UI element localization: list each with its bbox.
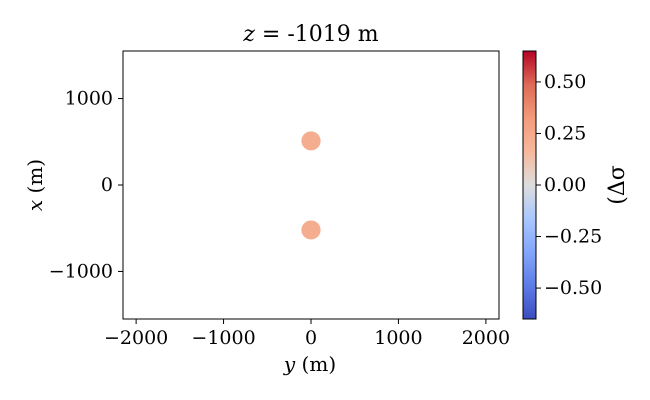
anomaly-blob-1 <box>301 131 321 151</box>
colorbar-tick-label: −0.50 <box>544 277 602 299</box>
chart-title-italic: z <box>242 22 255 47</box>
colorbar-tick-label: −0.25 <box>544 226 602 248</box>
anomaly-blob-2 <box>301 220 321 240</box>
blob-layer <box>301 131 321 240</box>
y-tick-label: 1000 <box>65 88 113 110</box>
x-axis-label-rest: (m) <box>295 352 336 376</box>
chart-title: z = -1019 m <box>242 22 378 47</box>
y-axis-label-italic: x <box>23 200 47 211</box>
x-tick-label: 0 <box>305 327 317 349</box>
colorbar-tick-label: 0.00 <box>544 174 586 196</box>
plot-area: −2000 −1000 0 1000 2000 −1000 0 1000 <box>49 50 510 349</box>
x-tick-label: −2000 <box>104 327 168 349</box>
x-tick-label: 2000 <box>462 327 510 349</box>
colorbar-label: (Δσ <box>605 165 630 205</box>
plot-frame <box>122 50 500 320</box>
x-axis-label: y (m) <box>283 352 336 376</box>
colorbar-gradient <box>522 50 537 320</box>
colorbar-tick-label: 0.50 <box>544 71 586 93</box>
y-axis-label-rest: (m) <box>23 159 47 200</box>
colorbar: −0.50 −0.25 0.00 0.25 0.50 (Δσ <box>522 50 630 320</box>
x-axis-ticks: −2000 −1000 0 1000 2000 <box>104 319 510 349</box>
chart-title-rest: = -1019 m <box>255 22 379 47</box>
y-tick-label: −1000 <box>49 260 113 282</box>
x-tick-label: −1000 <box>191 327 255 349</box>
y-axis-label: x (m) <box>23 159 47 211</box>
x-tick-label: 1000 <box>374 327 422 349</box>
colorbar-ticks: −0.50 −0.25 0.00 0.25 0.50 <box>536 71 602 299</box>
y-axis-ticks: −1000 0 1000 <box>49 88 123 282</box>
x-axis-label-italic: y <box>283 352 296 376</box>
colorbar-tick-label: 0.25 <box>544 122 586 144</box>
y-tick-label: 0 <box>101 174 113 196</box>
